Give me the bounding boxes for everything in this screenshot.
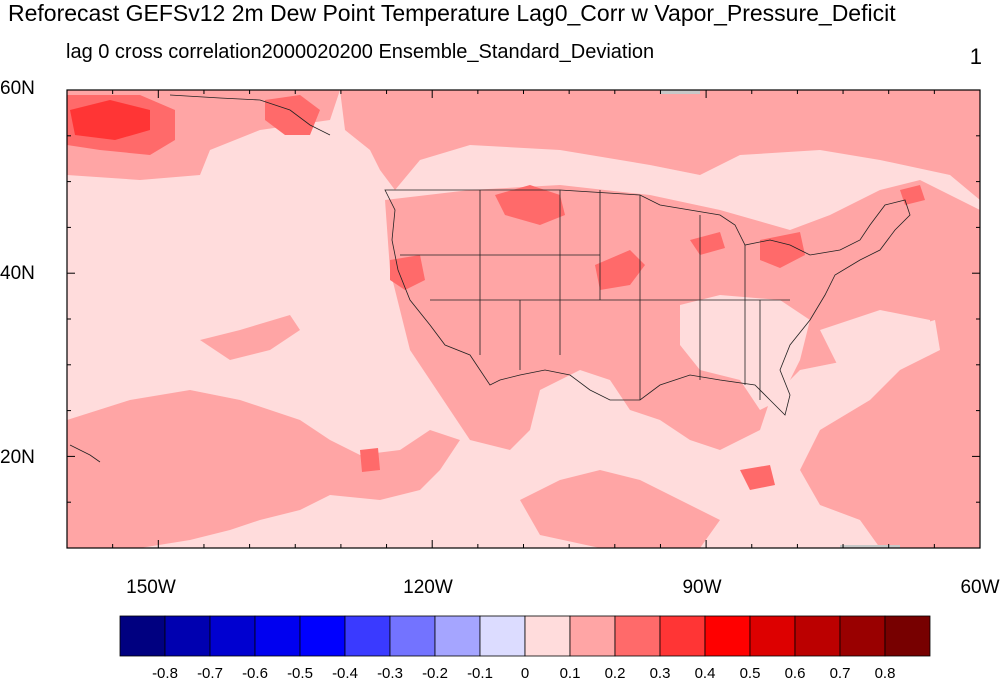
colorbar-swatch — [839, 615, 886, 657]
colorbar-swatch — [344, 615, 391, 657]
colorbar-tick-label: -0.7 — [197, 665, 223, 682]
field-contour-low-atlantic — [820, 310, 930, 375]
colorbar-swatch — [659, 615, 706, 657]
plot-subtitle: lag 0 cross correlation2000020200 Ensemb… — [66, 41, 654, 64]
colorbar-swatch — [569, 615, 616, 657]
colorbar-swatch — [119, 615, 166, 657]
lon-label-120w: 120W — [403, 577, 453, 598]
coastlines — [69, 94, 911, 463]
lon-label-90w: 90W — [682, 577, 722, 598]
colorbar-swatch — [614, 615, 661, 657]
subtitle-center: 2000020200 Ensemble_Standard_Deviation — [261, 41, 655, 63]
colorbar-tick-label: -0.1 — [467, 665, 493, 682]
colorbar-tick-label: 0.1 — [559, 665, 581, 682]
colorbar-swatch — [164, 615, 211, 657]
colorbar-swatch — [749, 615, 796, 657]
colorbar-tick-label: -0.4 — [332, 665, 358, 682]
colorbar-tick-label: 0 — [520, 665, 530, 682]
colorbar-swatch — [884, 615, 931, 657]
colorbar-tick-label: 0.6 — [784, 665, 806, 682]
lon-label-60w: 60W — [960, 577, 1000, 598]
missing-data — [660, 90, 700, 94]
colorbar-swatch — [209, 615, 256, 657]
colorbar-tick-label: -0.3 — [377, 665, 403, 682]
colorbar-swatch — [704, 615, 751, 657]
colorbar-swatch — [434, 615, 481, 657]
colorbar-swatch — [389, 615, 436, 657]
colorbar-swatch — [479, 615, 526, 657]
lat-label-20n: 20N — [0, 447, 35, 468]
colorbar-tick-label: 0.2 — [604, 665, 626, 682]
colorbar-tick-label: -0.2 — [422, 665, 448, 682]
colorbar-tick-label: -0.8 — [152, 665, 178, 682]
colorbar-tick-label: -0.5 — [287, 665, 313, 682]
subtitle-left: lag 0 cross correlation — [66, 41, 262, 63]
lat-label-40n: 40N — [0, 263, 35, 284]
missing-data — [840, 545, 900, 548]
subtitle-right: 1 — [969, 44, 982, 69]
axis-ticks — [66, 89, 981, 549]
colorbar-tick-label: 0.3 — [649, 665, 671, 682]
colorbar-swatch — [299, 615, 346, 657]
field-contour-0.1 — [67, 90, 980, 548]
colorbar-tick-label: 0.7 — [829, 665, 851, 682]
colorbar-tick-label: 0.4 — [694, 665, 716, 682]
colorbar-tick-label: 0.8 — [874, 665, 896, 682]
lon-label-150w: 150W — [126, 577, 176, 598]
plot-title: Reforecast GEFSv12 2m Dew Point Temperat… — [8, 0, 896, 26]
colorbar-tick-label: -0.6 — [242, 665, 268, 682]
colorbar-tick-label: 0.5 — [739, 665, 761, 682]
field-contour-0.3 — [70, 100, 150, 140]
colorbar-swatch — [254, 615, 301, 657]
lat-label-60n: 60N — [0, 78, 35, 99]
colorbar-swatch — [524, 615, 571, 657]
colorbar-swatch — [794, 615, 841, 657]
